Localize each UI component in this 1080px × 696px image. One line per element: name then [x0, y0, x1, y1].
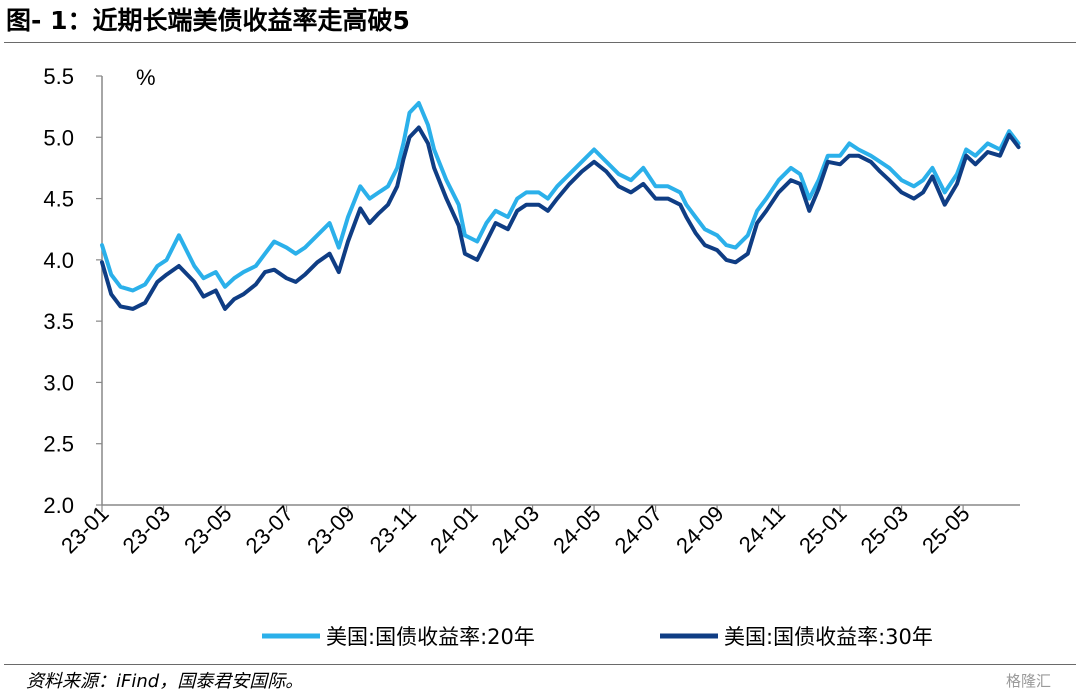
x-tick-label: 25-05	[917, 501, 974, 558]
watermark-logo: 格隆汇	[1006, 672, 1052, 690]
y-tick-label: 5.5	[43, 64, 74, 89]
legend: 美国:国债收益率:20年 美国:国债收益率:30年	[262, 625, 933, 649]
source-note: 资料来源：iFind，国泰君安国际。	[26, 671, 304, 692]
series-group	[100, 101, 1021, 311]
x-tick-label: 23-03	[118, 501, 175, 558]
y-tick-label: 2.0	[43, 493, 74, 518]
y-tick-label: 4.0	[43, 248, 74, 273]
x-tick-label: 25-03	[856, 501, 913, 558]
title-divider	[4, 42, 1076, 43]
x-tick-label: 24-11	[734, 501, 790, 557]
y-tick-label: 4.5	[43, 187, 74, 212]
x-tick-label: 23-05	[179, 501, 236, 558]
x-tick-label: 24-09	[671, 501, 728, 558]
y-tick-label: 5.0	[43, 125, 74, 150]
y-axis: 5.5 5.0 4.5 4.0 3.5 3.0 2.5 2.0%	[43, 64, 155, 518]
chart-title: 图- 1：近期长端美债收益率走高破5	[6, 6, 410, 35]
x-tick-label: 24-05	[548, 501, 605, 558]
y-tick-label: 2.5	[43, 432, 74, 457]
legend-label-30y: 美国:国债收益率:30年	[724, 625, 933, 649]
series-line-20y	[100, 101, 1021, 293]
y-tick-label: 3.5	[43, 309, 74, 334]
x-axis: 23-01 23-03 23-05 23-07 23-09 23-11 24-01 24-03…	[56, 501, 1020, 558]
line-chart: 5.5 5.0 4.5 4.0 3.5 3.0 2.5 2.0% 23-01 23-03 23-0…	[43, 64, 1021, 649]
source-divider	[4, 664, 1076, 665]
y-unit-label: %	[136, 65, 156, 90]
x-tick-label: 24-03	[487, 501, 544, 558]
series-line-30y	[100, 125, 1021, 311]
x-tick-label: 25-01	[794, 501, 851, 558]
x-tick-label: 24-01	[425, 501, 482, 558]
legend-label-20y: 美国:国债收益率:20年	[326, 625, 535, 649]
x-tick-label: 24-07	[610, 501, 667, 558]
x-tick-label: 23-07	[241, 501, 298, 558]
x-tick-label: 23-11	[365, 501, 421, 557]
y-tick-label: 3.0	[43, 370, 74, 395]
x-tick-label: 23-09	[302, 501, 359, 558]
